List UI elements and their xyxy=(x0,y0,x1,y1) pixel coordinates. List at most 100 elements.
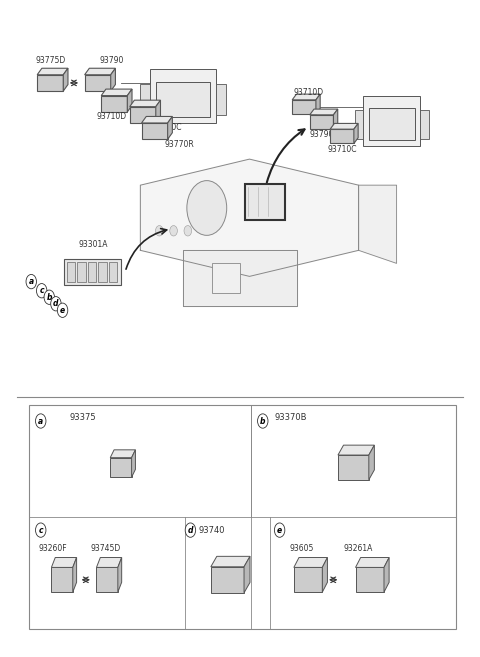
Text: 93745D: 93745D xyxy=(91,545,121,553)
Polygon shape xyxy=(111,68,115,91)
Text: 93775D: 93775D xyxy=(35,56,65,64)
Text: 93605: 93605 xyxy=(289,545,313,553)
Bar xyxy=(108,262,117,282)
Text: 93710D: 93710D xyxy=(293,88,323,97)
Polygon shape xyxy=(51,558,77,568)
Text: 93790: 93790 xyxy=(310,131,334,139)
Bar xyxy=(292,100,316,114)
Circle shape xyxy=(36,414,46,428)
Polygon shape xyxy=(310,109,338,115)
Polygon shape xyxy=(354,124,358,143)
Circle shape xyxy=(258,414,268,428)
Bar xyxy=(98,262,107,282)
Bar xyxy=(140,84,150,116)
Circle shape xyxy=(57,303,68,317)
Text: 93790: 93790 xyxy=(100,56,124,64)
Bar xyxy=(130,106,156,123)
Bar xyxy=(355,110,363,139)
Text: e: e xyxy=(277,526,282,535)
Polygon shape xyxy=(330,124,358,129)
Polygon shape xyxy=(73,558,77,592)
Text: e: e xyxy=(60,306,65,315)
Bar xyxy=(37,75,63,91)
Text: 93261A: 93261A xyxy=(344,545,373,553)
Polygon shape xyxy=(156,100,160,123)
Text: 93260F: 93260F xyxy=(38,545,67,553)
Bar xyxy=(64,259,121,285)
Polygon shape xyxy=(359,185,396,263)
Text: 93370B: 93370B xyxy=(275,413,307,422)
Bar xyxy=(150,68,216,124)
Polygon shape xyxy=(316,94,320,114)
Polygon shape xyxy=(384,558,389,592)
Circle shape xyxy=(156,225,163,236)
Polygon shape xyxy=(168,116,172,139)
Bar xyxy=(51,568,73,592)
Polygon shape xyxy=(338,445,374,455)
Bar xyxy=(110,458,132,477)
Text: d: d xyxy=(188,526,193,535)
Polygon shape xyxy=(292,94,320,100)
Polygon shape xyxy=(130,100,160,106)
Bar xyxy=(212,263,240,292)
Circle shape xyxy=(187,181,227,235)
Text: 93301A: 93301A xyxy=(78,240,108,249)
Bar xyxy=(96,568,118,592)
Bar xyxy=(356,568,384,592)
Polygon shape xyxy=(211,556,250,567)
Polygon shape xyxy=(334,109,338,129)
Circle shape xyxy=(170,225,178,236)
Bar xyxy=(211,567,244,593)
Text: 93740: 93740 xyxy=(199,526,226,535)
Text: 93710C: 93710C xyxy=(327,145,357,154)
Polygon shape xyxy=(110,450,135,458)
Polygon shape xyxy=(101,89,132,96)
Bar xyxy=(216,84,226,116)
Polygon shape xyxy=(183,250,297,306)
Text: a: a xyxy=(29,277,34,286)
Polygon shape xyxy=(369,445,374,480)
Text: 93375: 93375 xyxy=(69,413,96,422)
Text: b: b xyxy=(260,417,265,426)
Bar xyxy=(84,75,111,91)
Polygon shape xyxy=(37,68,68,75)
Text: d: d xyxy=(53,299,59,308)
Polygon shape xyxy=(127,89,132,112)
Polygon shape xyxy=(356,558,389,568)
Circle shape xyxy=(184,225,192,236)
Polygon shape xyxy=(294,558,327,568)
Bar xyxy=(101,96,127,112)
Bar xyxy=(338,455,369,480)
Bar xyxy=(29,405,456,629)
Bar xyxy=(310,115,334,129)
Bar xyxy=(67,262,75,282)
Bar xyxy=(420,110,429,139)
Circle shape xyxy=(26,275,36,289)
Bar xyxy=(330,129,354,143)
Text: 93710D: 93710D xyxy=(97,112,127,121)
Polygon shape xyxy=(63,68,68,91)
Circle shape xyxy=(44,290,55,304)
Bar xyxy=(294,568,322,592)
Circle shape xyxy=(185,523,196,537)
Polygon shape xyxy=(140,159,359,277)
Bar xyxy=(245,184,285,219)
Text: 93770R: 93770R xyxy=(164,139,194,148)
Polygon shape xyxy=(132,450,135,477)
Polygon shape xyxy=(84,68,115,75)
Text: b: b xyxy=(47,293,52,302)
Text: a: a xyxy=(38,417,43,426)
Circle shape xyxy=(275,523,285,537)
Text: 93710C: 93710C xyxy=(152,124,182,132)
Circle shape xyxy=(36,284,47,298)
Text: c: c xyxy=(38,526,43,535)
Circle shape xyxy=(51,296,61,311)
Polygon shape xyxy=(322,558,327,592)
Bar xyxy=(369,108,415,141)
Polygon shape xyxy=(244,556,250,593)
Bar xyxy=(142,123,168,139)
Text: c: c xyxy=(39,286,44,295)
Polygon shape xyxy=(96,558,121,568)
Polygon shape xyxy=(142,116,172,123)
Circle shape xyxy=(36,523,46,537)
